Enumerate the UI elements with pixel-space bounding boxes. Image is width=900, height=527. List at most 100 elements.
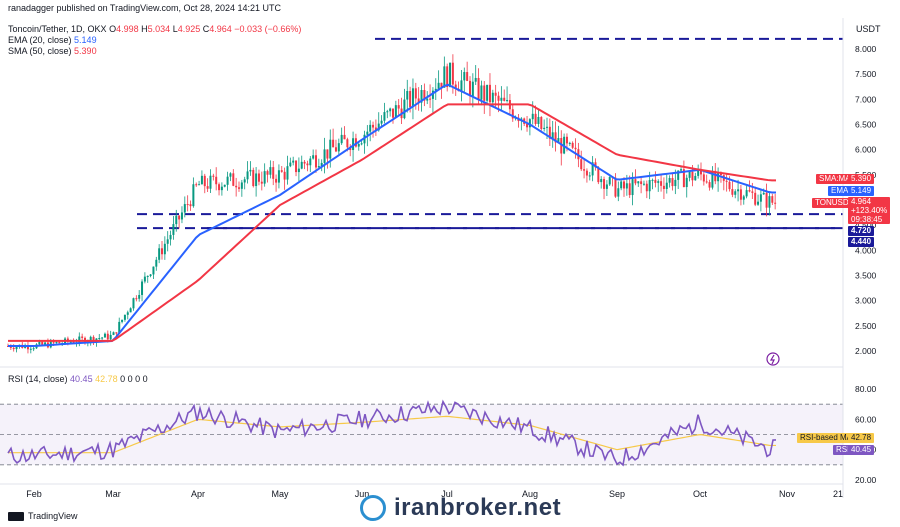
candle-body <box>29 348 32 350</box>
candle-body <box>26 345 29 350</box>
candle-body <box>81 336 84 338</box>
candle-body <box>360 143 363 145</box>
candle-body <box>229 173 232 177</box>
candle-body <box>44 342 47 345</box>
candle-body <box>503 97 506 101</box>
candle-body <box>161 248 163 255</box>
candle-body <box>394 105 397 118</box>
candle-body <box>206 186 209 189</box>
sma-tag: SMA:MA <box>816 174 854 184</box>
candle-body <box>491 92 494 103</box>
candle-body <box>543 127 546 130</box>
rsi-tick-label: 80.00 <box>855 384 877 394</box>
candle-body <box>374 127 377 131</box>
candle-body <box>283 171 286 180</box>
candle-body <box>275 178 278 183</box>
candle-body <box>209 175 212 189</box>
candle-body <box>751 191 754 193</box>
candle-body <box>220 186 223 191</box>
ohlc-close: 4.964 <box>209 24 232 34</box>
candle-body <box>614 177 617 197</box>
candle-body <box>135 298 138 300</box>
rsi-tick-label: 60.00 <box>855 414 877 424</box>
price-tick-label: 8.000 <box>855 44 877 54</box>
candle-body <box>101 337 104 339</box>
candle-body <box>437 82 440 89</box>
sma-legend-label: SMA (50, close) <box>8 46 72 56</box>
candle-body <box>369 124 372 132</box>
candle-body <box>169 234 172 240</box>
candle-body <box>774 202 777 204</box>
candle-body <box>665 182 668 189</box>
rsi-legend[interactable]: RSI (14, close) 40.45 42.78 0 0 0 0 <box>8 374 148 384</box>
candle-body <box>166 239 169 244</box>
ema-legend[interactable]: EMA (20, close) 5.149 <box>8 35 97 45</box>
candle-body <box>429 98 432 100</box>
candle-body <box>198 184 201 186</box>
sma-legend[interactable]: SMA (50, close) 5.390 <box>8 46 97 56</box>
time-tick-label: Jun <box>355 489 370 499</box>
candle-body <box>300 161 303 169</box>
candle-body <box>406 91 409 100</box>
candle-body <box>226 176 229 185</box>
ema-line <box>8 83 776 347</box>
candle-body <box>546 126 548 128</box>
candle-body <box>232 173 235 186</box>
candle-body <box>426 98 429 101</box>
candle-body <box>528 119 531 128</box>
price-tick-label: 4.500 <box>855 220 877 230</box>
candle-body <box>548 126 551 139</box>
rsi-legend-label: RSI (14, close) <box>8 374 68 384</box>
candle-body <box>691 171 694 181</box>
candle-body <box>138 294 141 299</box>
candle-body <box>163 243 166 255</box>
ohlc-high: 5.034 <box>147 24 171 34</box>
candle-body <box>377 123 380 131</box>
ema-tag: EMA <box>828 186 852 196</box>
candle-body <box>146 275 149 277</box>
candle-body <box>534 113 537 124</box>
candle-body <box>192 184 195 207</box>
candle-body <box>317 166 320 168</box>
candle-body <box>446 66 449 87</box>
candle-body <box>392 108 394 118</box>
tradingview-brand[interactable]: TradingView <box>8 511 78 521</box>
candle-body <box>454 84 457 89</box>
candle-body <box>320 162 323 167</box>
time-tick-label: Oct <box>693 489 708 499</box>
candle-body <box>89 336 92 342</box>
candle-body <box>200 175 203 185</box>
candle-body <box>762 192 765 195</box>
candle-body <box>565 136 568 144</box>
candle-body <box>106 333 109 340</box>
candle-body <box>634 179 637 184</box>
candle-body <box>488 84 491 103</box>
candle-body <box>531 113 534 120</box>
candle-body <box>98 338 101 340</box>
candle-body <box>717 172 720 182</box>
symbol-tag: TONUSDT <box>812 198 857 208</box>
currency-label[interactable]: USDT <box>856 24 881 34</box>
time-tick-label: May <box>271 489 289 499</box>
rsi-extra: 0 0 0 0 <box>120 374 148 384</box>
candle-body <box>654 179 657 183</box>
candle-body <box>337 143 340 152</box>
candle-body <box>642 183 645 185</box>
candle-body <box>332 139 335 148</box>
candle-body <box>103 333 106 338</box>
candle-body <box>309 158 312 166</box>
candle-body <box>554 132 557 143</box>
price-tick-label: 6.000 <box>855 145 877 155</box>
lightning-icon[interactable] <box>766 352 780 366</box>
candle-body <box>466 72 469 81</box>
candle-body <box>734 191 737 195</box>
candle-body <box>252 169 255 187</box>
candle-body <box>203 175 206 187</box>
candle-body <box>585 170 588 176</box>
candle-body <box>389 108 392 112</box>
candle-body <box>443 66 446 88</box>
candle-body <box>594 162 597 168</box>
candle-body <box>266 171 269 175</box>
candle-body <box>243 179 246 183</box>
